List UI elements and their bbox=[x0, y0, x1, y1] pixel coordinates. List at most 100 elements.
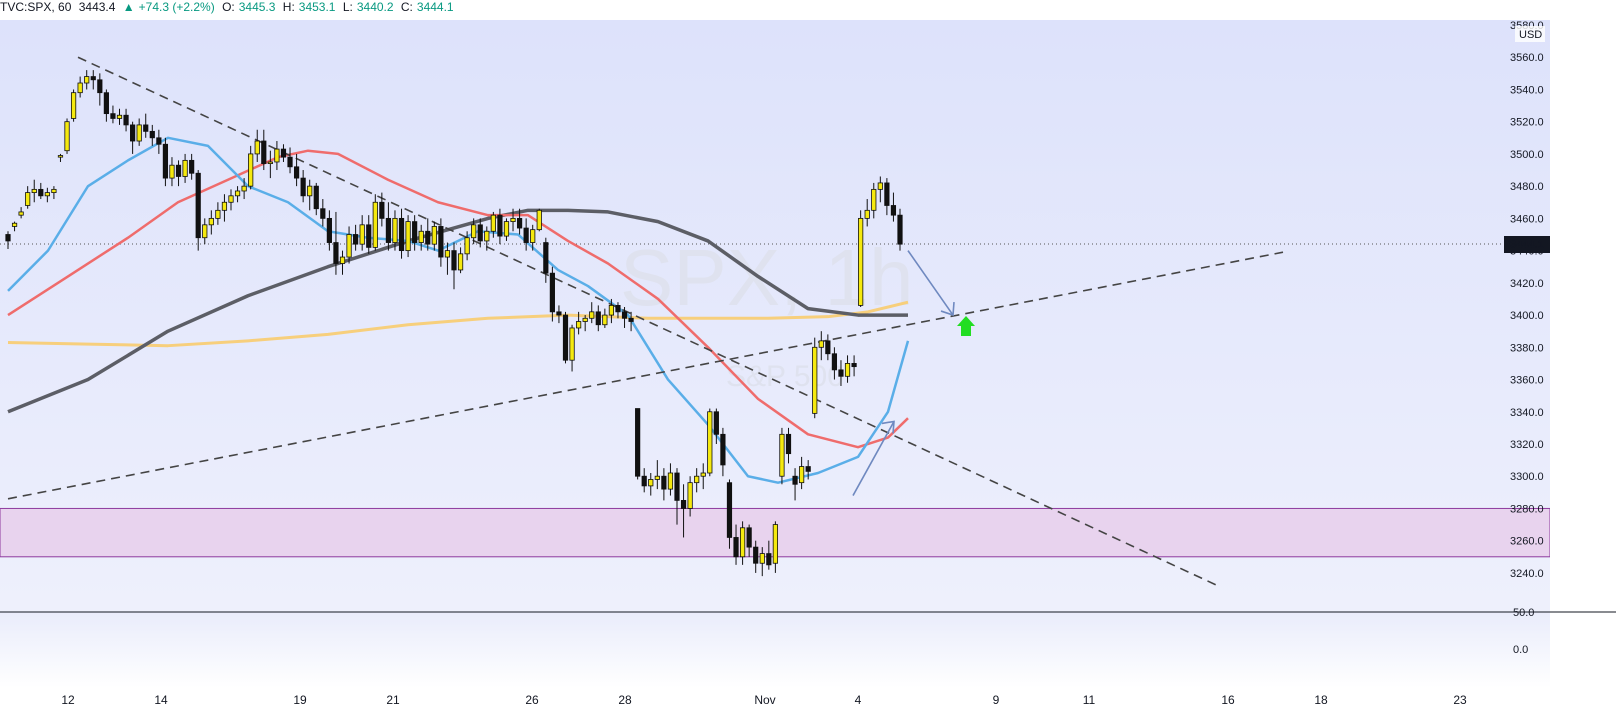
currency-box bbox=[1515, 26, 1545, 42]
y-tick-label: 3360.0 bbox=[1510, 375, 1544, 387]
candle bbox=[398, 217, 405, 252]
candle bbox=[864, 209, 870, 219]
candle bbox=[680, 499, 687, 509]
candle bbox=[700, 472, 706, 477]
candle bbox=[261, 140, 267, 164]
candle bbox=[110, 113, 116, 119]
y-tick-label: 3540.0 bbox=[1510, 84, 1544, 96]
candle bbox=[31, 188, 37, 193]
x-tick-label: 19 bbox=[293, 693, 307, 707]
candle bbox=[569, 327, 575, 361]
x-tick-label: 28 bbox=[618, 693, 632, 707]
last-price-tag-label: 3444.1 bbox=[1510, 239, 1544, 251]
candle bbox=[641, 475, 647, 487]
candle bbox=[366, 224, 372, 248]
high-value: 3453.1 bbox=[298, 0, 336, 14]
candle bbox=[707, 411, 713, 474]
candle bbox=[77, 82, 83, 94]
candle bbox=[162, 143, 169, 179]
candle bbox=[70, 92, 77, 119]
high-label: H: bbox=[282, 0, 295, 14]
y-tick-label: 3420.0 bbox=[1510, 278, 1544, 290]
y-tick-label: 3300.0 bbox=[1510, 471, 1544, 483]
watermark-symbol: SPX, 1h bbox=[620, 233, 914, 322]
candle bbox=[280, 148, 287, 158]
candle bbox=[871, 188, 877, 211]
x-tick-label: 14 bbox=[154, 693, 168, 707]
x-tick-label: 11 bbox=[1083, 693, 1096, 707]
candle bbox=[64, 121, 70, 152]
candle bbox=[648, 479, 654, 487]
candle bbox=[720, 433, 726, 466]
candle bbox=[300, 177, 306, 197]
candle bbox=[549, 272, 555, 313]
ma-mid-line bbox=[7, 149, 909, 449]
uptrend-line bbox=[7, 251, 1284, 500]
candle bbox=[51, 188, 57, 193]
candle bbox=[785, 433, 792, 455]
ma-long-line bbox=[7, 300, 909, 348]
symbol-header: TVC:SPX, 60 3443.4 ▲ +74.3 (+2.2%) O: 3445… bbox=[0, 0, 464, 16]
candle bbox=[175, 164, 182, 177]
x-tick-label: Nov bbox=[754, 693, 775, 707]
indicator-pane-background bbox=[0, 612, 1550, 688]
candle bbox=[307, 185, 313, 197]
candle bbox=[510, 217, 516, 223]
x-tick-label: 21 bbox=[386, 693, 400, 707]
change-value: +74.3 (+2.2%) bbox=[138, 0, 215, 14]
y-tick-label: 3320.0 bbox=[1510, 439, 1544, 451]
candle bbox=[25, 192, 31, 206]
candle bbox=[831, 353, 838, 371]
candle bbox=[293, 166, 300, 179]
candle bbox=[844, 363, 851, 377]
symbol-label[interactable]: TVC:SPX, 60 bbox=[0, 0, 72, 14]
candle bbox=[353, 234, 359, 245]
candle bbox=[772, 524, 778, 564]
candle bbox=[333, 242, 339, 264]
candle bbox=[530, 229, 536, 243]
candle bbox=[208, 217, 214, 226]
x-tick-label: 18 bbox=[1314, 693, 1328, 707]
candle bbox=[792, 475, 798, 485]
candle bbox=[503, 221, 510, 237]
candle bbox=[451, 250, 457, 271]
y-tick-label: 3500.0 bbox=[1510, 149, 1544, 161]
candle bbox=[392, 217, 398, 243]
x-tick-label: 23 bbox=[1453, 693, 1467, 707]
candle bbox=[654, 475, 660, 480]
candle bbox=[628, 317, 634, 322]
candle bbox=[385, 217, 392, 243]
candle bbox=[726, 482, 733, 538]
ma-slow-line bbox=[7, 208, 908, 414]
close-value: 3444.1 bbox=[416, 0, 454, 14]
candle bbox=[858, 217, 864, 306]
candle bbox=[543, 242, 549, 274]
candle bbox=[464, 237, 470, 255]
watermark-name: S&P 500 bbox=[726, 360, 844, 393]
candle bbox=[228, 195, 234, 203]
y-tick-label: 3340.0 bbox=[1510, 407, 1544, 419]
candle bbox=[379, 201, 385, 219]
candle bbox=[346, 234, 352, 258]
bounce-arrow-line bbox=[852, 421, 895, 496]
candle bbox=[149, 130, 155, 139]
open-label: O: bbox=[222, 0, 235, 14]
candle bbox=[733, 537, 739, 558]
candle bbox=[248, 153, 254, 187]
candle bbox=[556, 311, 562, 316]
y-tick-label: 3480.0 bbox=[1510, 181, 1544, 193]
x-tick-label: 9 bbox=[993, 693, 1000, 707]
candle bbox=[759, 553, 765, 564]
open-value: 3445.3 bbox=[238, 0, 276, 14]
candle bbox=[38, 188, 44, 197]
candle bbox=[805, 466, 811, 472]
candle bbox=[713, 411, 719, 435]
candle bbox=[234, 190, 241, 197]
y-tick-label: 3260.0 bbox=[1510, 536, 1544, 548]
candle bbox=[215, 209, 221, 219]
candle bbox=[123, 114, 129, 126]
last-price-tag bbox=[1504, 236, 1550, 254]
low-value: 3440.2 bbox=[356, 0, 394, 14]
candle bbox=[431, 226, 437, 245]
